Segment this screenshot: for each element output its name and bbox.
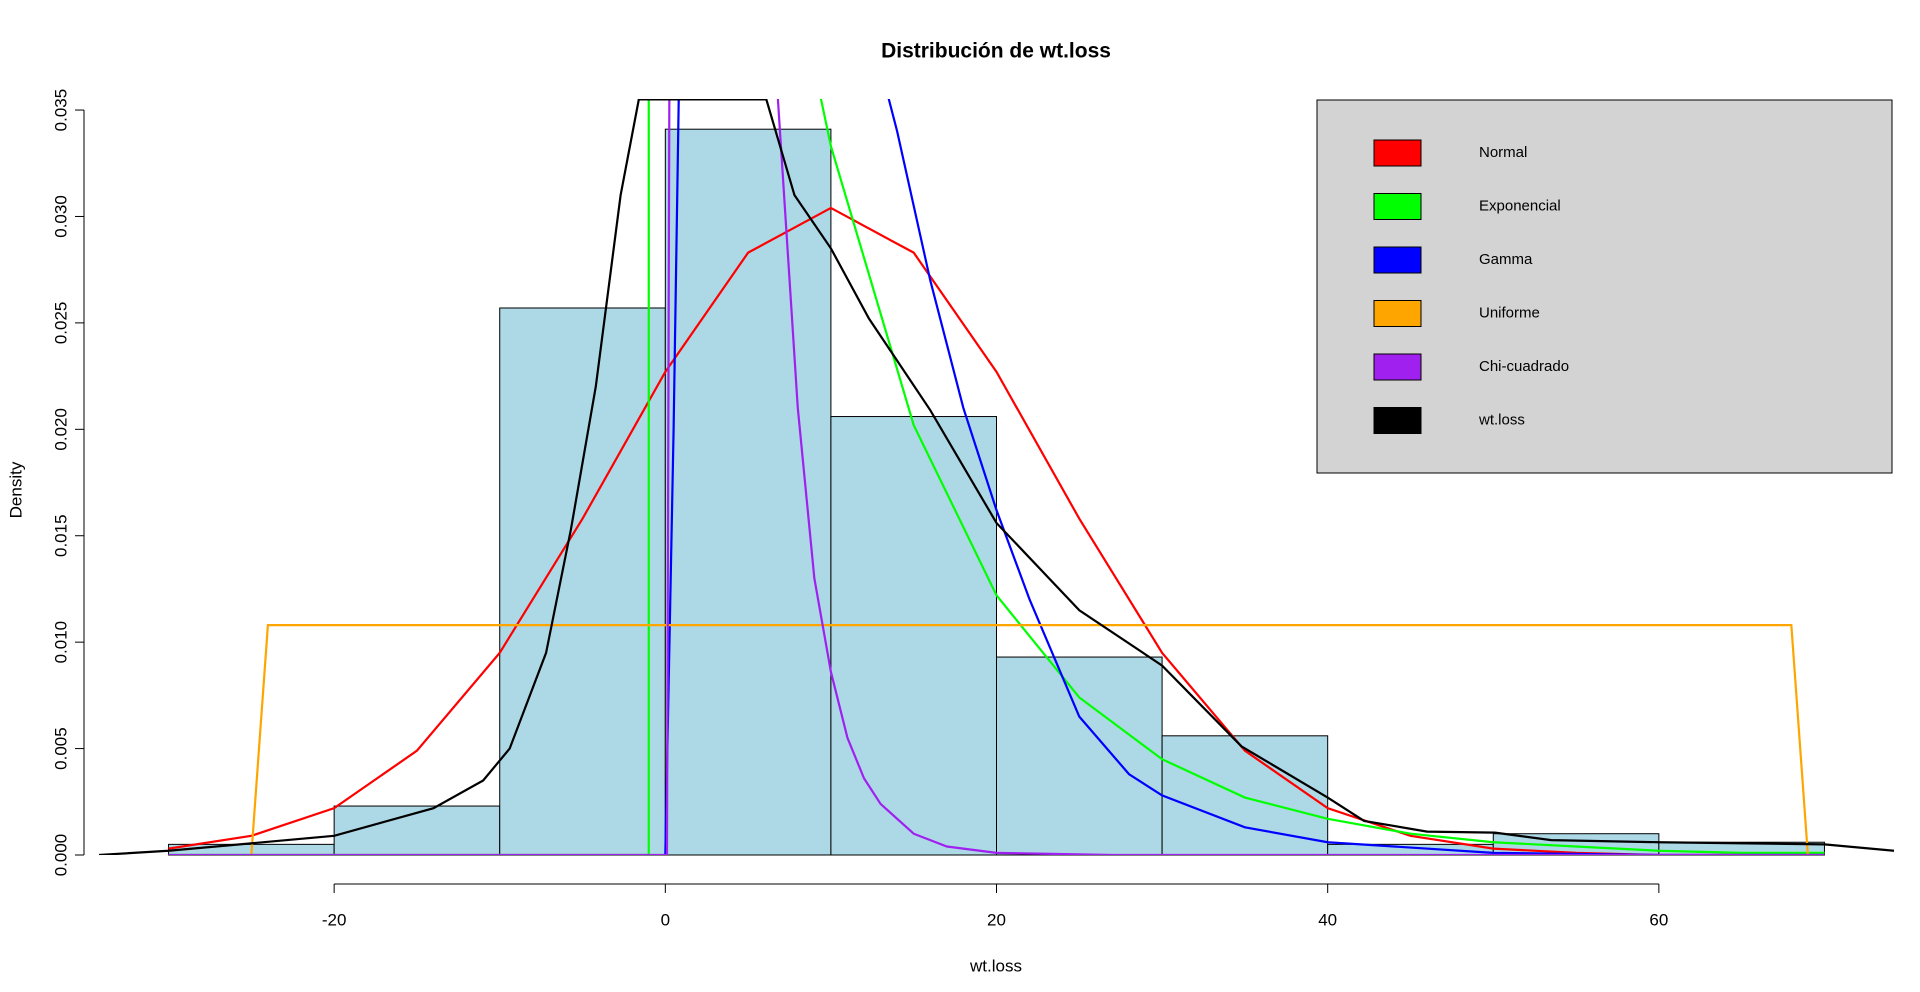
legend-label: Normal: [1479, 144, 1527, 161]
x-tick-label: 0: [661, 910, 670, 929]
density-curve: [99, 99, 1894, 855]
x-axis-label: wt.loss: [969, 956, 1022, 975]
y-tick-label: 0.000: [51, 834, 70, 877]
x-tick-label: 60: [1649, 910, 1668, 929]
legend-swatch: [1373, 139, 1422, 167]
y-tick-label: 0.020: [51, 408, 70, 451]
x-tick-label: 20: [987, 910, 1006, 929]
y-tick-label: 0.015: [51, 514, 70, 557]
legend-label: Chi-cuadrado: [1479, 358, 1569, 375]
histogram-bar: [1161, 735, 1329, 856]
y-tick-label: 0.005: [51, 727, 70, 770]
y-tick-label: 0.035: [51, 89, 70, 132]
density-curve: [168, 99, 1825, 855]
legend-label: Exponencial: [1479, 197, 1561, 214]
chart-title: Distribución de wt.loss: [881, 40, 1111, 63]
legend-swatch: [1373, 407, 1422, 434]
histogram-bar: [830, 416, 998, 856]
y-tick-label: 0.025: [51, 302, 70, 345]
legend-label: Gamma: [1479, 251, 1533, 268]
density-curve: [250, 624, 1809, 855]
curves: [99, 99, 1894, 855]
density-curve: [664, 99, 1825, 855]
density-curve: [168, 206, 1825, 855]
histogram-bar: [499, 307, 666, 856]
y-tick-label: 0.030: [51, 195, 70, 238]
density-curve: [168, 99, 1825, 855]
y-tick-label: 0.010: [51, 621, 70, 664]
histogram-bar: [996, 656, 1163, 856]
histogram-bar: [1327, 843, 1494, 856]
legend-label: Uniforme: [1479, 304, 1540, 321]
legend-label: wt.loss: [1478, 411, 1525, 428]
y-axis-label: Density: [6, 461, 25, 518]
legend-swatch: [1373, 246, 1422, 274]
legend-swatch: [1373, 300, 1422, 327]
legend-swatch: [1373, 353, 1422, 381]
x-tick-label: 40: [1318, 910, 1337, 929]
legend-swatch: [1373, 193, 1422, 220]
x-tick-label: -20: [322, 910, 347, 929]
